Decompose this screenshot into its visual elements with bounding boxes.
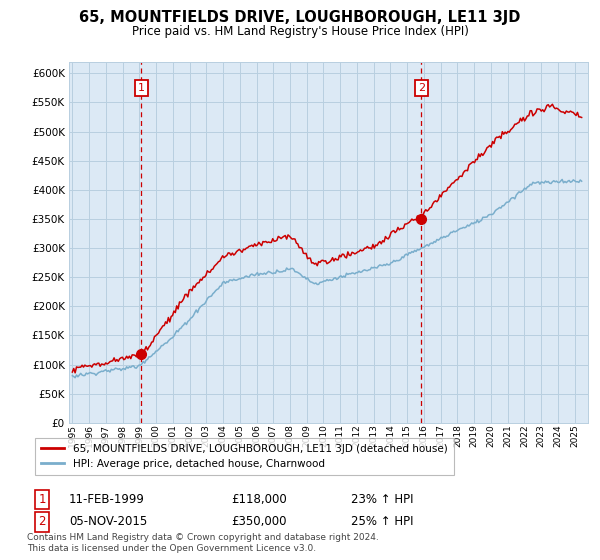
Text: 65, MOUNTFIELDS DRIVE, LOUGHBOROUGH, LE11 3JD: 65, MOUNTFIELDS DRIVE, LOUGHBOROUGH, LE1… xyxy=(79,10,521,25)
Text: £350,000: £350,000 xyxy=(231,515,287,529)
Text: 1: 1 xyxy=(38,493,46,506)
Legend: 65, MOUNTFIELDS DRIVE, LOUGHBOROUGH, LE11 3JD (detached house), HPI: Average pri: 65, MOUNTFIELDS DRIVE, LOUGHBOROUGH, LE1… xyxy=(35,437,454,475)
Text: 23% ↑ HPI: 23% ↑ HPI xyxy=(351,493,413,506)
Text: 25% ↑ HPI: 25% ↑ HPI xyxy=(351,515,413,529)
Text: Price paid vs. HM Land Registry's House Price Index (HPI): Price paid vs. HM Land Registry's House … xyxy=(131,25,469,38)
Text: 1: 1 xyxy=(138,83,145,93)
Text: £118,000: £118,000 xyxy=(231,493,287,506)
Text: Contains HM Land Registry data © Crown copyright and database right 2024.
This d: Contains HM Land Registry data © Crown c… xyxy=(27,533,379,553)
Text: 11-FEB-1999: 11-FEB-1999 xyxy=(69,493,145,506)
Text: 05-NOV-2015: 05-NOV-2015 xyxy=(69,515,147,529)
Text: 2: 2 xyxy=(418,83,425,93)
Text: 2: 2 xyxy=(38,515,46,529)
